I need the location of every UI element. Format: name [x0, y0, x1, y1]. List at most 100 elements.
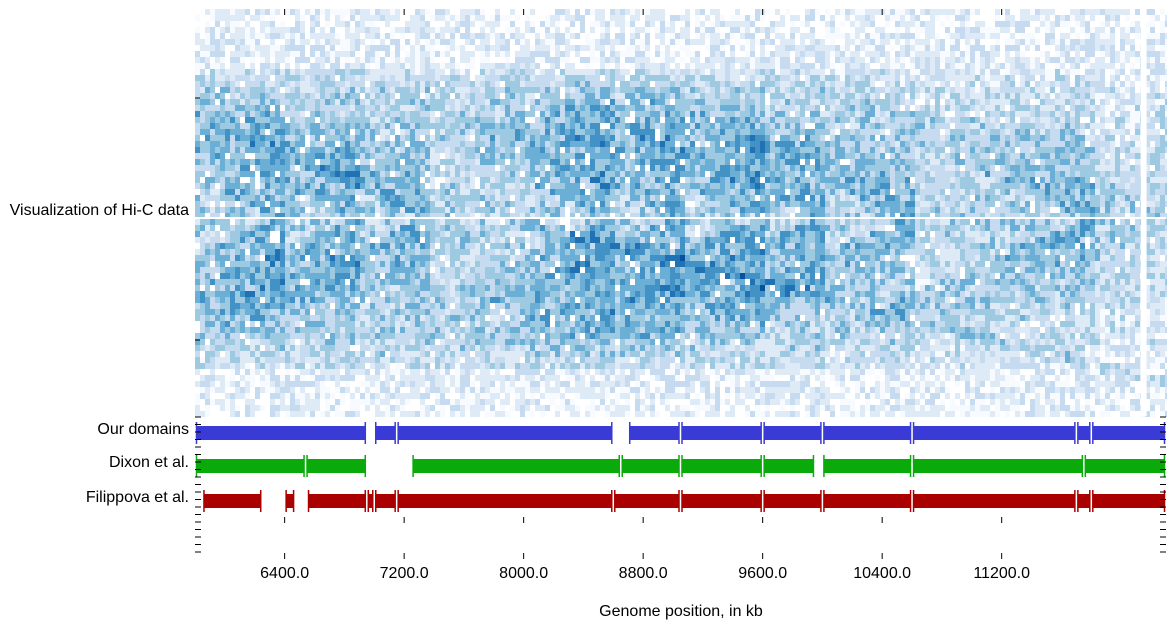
heatmap-cell — [310, 129, 315, 135]
heatmap-cell — [655, 153, 660, 159]
heatmap-cell — [670, 117, 675, 123]
heatmap-cell — [275, 111, 280, 117]
heatmap-cell — [320, 153, 325, 159]
heatmap-cell — [990, 75, 995, 81]
heatmap-cell — [195, 9, 200, 15]
heatmap-cell — [660, 159, 665, 165]
heatmap-cell — [380, 45, 385, 51]
heatmap-cell — [825, 57, 830, 63]
heatmap-cell — [740, 69, 745, 75]
heatmap-cell — [915, 45, 920, 51]
heatmap-cell — [520, 57, 525, 63]
heatmap-cell — [495, 39, 500, 45]
heatmap-cell — [855, 51, 860, 57]
heatmap-cell — [740, 111, 745, 117]
heatmap-cell — [905, 147, 910, 153]
heatmap-cell — [810, 153, 815, 159]
heatmap-cell — [240, 153, 245, 159]
heatmap-cell — [935, 51, 940, 57]
heatmap-cell — [1020, 111, 1025, 117]
heatmap-cell — [1135, 75, 1140, 81]
heatmap-cell — [515, 105, 520, 111]
heatmap-cell — [750, 123, 755, 129]
heatmap-cell — [975, 87, 980, 93]
heatmap-cell — [1110, 153, 1115, 159]
heatmap-cell — [775, 159, 780, 165]
heatmap-cell — [250, 147, 255, 153]
heatmap-cell — [885, 9, 890, 15]
heatmap-cell — [965, 153, 970, 159]
heatmap-cell — [1160, 45, 1165, 51]
heatmap-cell — [715, 147, 720, 153]
heatmap-cell — [640, 117, 645, 123]
heatmap-cell — [935, 15, 940, 21]
heatmap-cell — [960, 117, 965, 123]
heatmap-cell — [795, 93, 800, 99]
heatmap-cell — [645, 99, 650, 105]
heatmap-cell — [395, 147, 400, 153]
heatmap-cell — [795, 33, 800, 39]
heatmap-cell — [325, 141, 330, 147]
heatmap-cell — [1085, 33, 1090, 39]
heatmap-cell — [435, 75, 440, 81]
heatmap-cell — [405, 141, 410, 147]
heatmap-cell — [285, 57, 290, 63]
heatmap-cell — [230, 99, 235, 105]
heatmap-cell — [635, 93, 640, 99]
heatmap-cell — [705, 87, 710, 93]
heatmap-cell — [815, 15, 820, 21]
heatmap-cell — [465, 45, 470, 51]
heatmap-cell — [950, 153, 955, 159]
heatmap-cell — [700, 9, 705, 15]
heatmap-cell — [380, 75, 385, 81]
heatmap-cell — [990, 117, 995, 123]
heatmap-cell — [335, 117, 340, 123]
heatmap-cell — [630, 81, 635, 87]
heatmap-cell — [1125, 57, 1130, 63]
heatmap-cell — [1010, 57, 1015, 63]
heatmap-cell — [800, 81, 805, 87]
heatmap-cell — [560, 99, 565, 105]
heatmap-cell — [270, 159, 275, 165]
heatmap-cell — [415, 69, 420, 75]
heatmap-cell — [495, 111, 500, 117]
heatmap-cell — [910, 129, 915, 135]
heatmap-cell — [325, 51, 330, 57]
heatmap-cell — [860, 45, 865, 51]
heatmap-cell — [825, 147, 830, 153]
heatmap-cell — [525, 81, 530, 87]
heatmap-cell — [1005, 135, 1010, 141]
heatmap-cell — [995, 69, 1000, 75]
heatmap-cell — [810, 27, 815, 33]
heatmap-cell — [815, 111, 820, 117]
heatmap-cell — [1155, 51, 1160, 57]
heatmap-cell — [1070, 129, 1075, 135]
heatmap-cell — [985, 57, 990, 63]
heatmap-cell — [540, 39, 545, 45]
heatmap-cell — [355, 81, 360, 87]
heatmap-cell — [1160, 123, 1165, 129]
heatmap-cell — [1145, 129, 1150, 135]
heatmap-cell — [320, 147, 325, 153]
heatmap-cell — [460, 123, 465, 129]
heatmap-cell — [940, 63, 945, 69]
heatmap-cell — [1005, 21, 1010, 27]
heatmap-cell — [275, 39, 280, 45]
heatmap-cell — [415, 135, 420, 141]
heatmap-cell — [875, 21, 880, 27]
heatmap-cell — [395, 93, 400, 99]
heatmap-cell — [765, 147, 770, 153]
heatmap-cell — [525, 99, 530, 105]
heatmap-cell — [1095, 27, 1100, 33]
heatmap-cell — [710, 81, 715, 87]
heatmap-cell — [255, 75, 260, 81]
heatmap-cell — [535, 147, 540, 153]
heatmap-cell — [1075, 105, 1080, 111]
heatmap-cell — [830, 105, 835, 111]
heatmap-cell — [725, 51, 730, 57]
heatmap-cell — [995, 39, 1000, 45]
heatmap-cell — [220, 27, 225, 33]
heatmap-cell — [315, 33, 320, 39]
heatmap-cell — [645, 45, 650, 51]
heatmap-cell — [770, 93, 775, 99]
